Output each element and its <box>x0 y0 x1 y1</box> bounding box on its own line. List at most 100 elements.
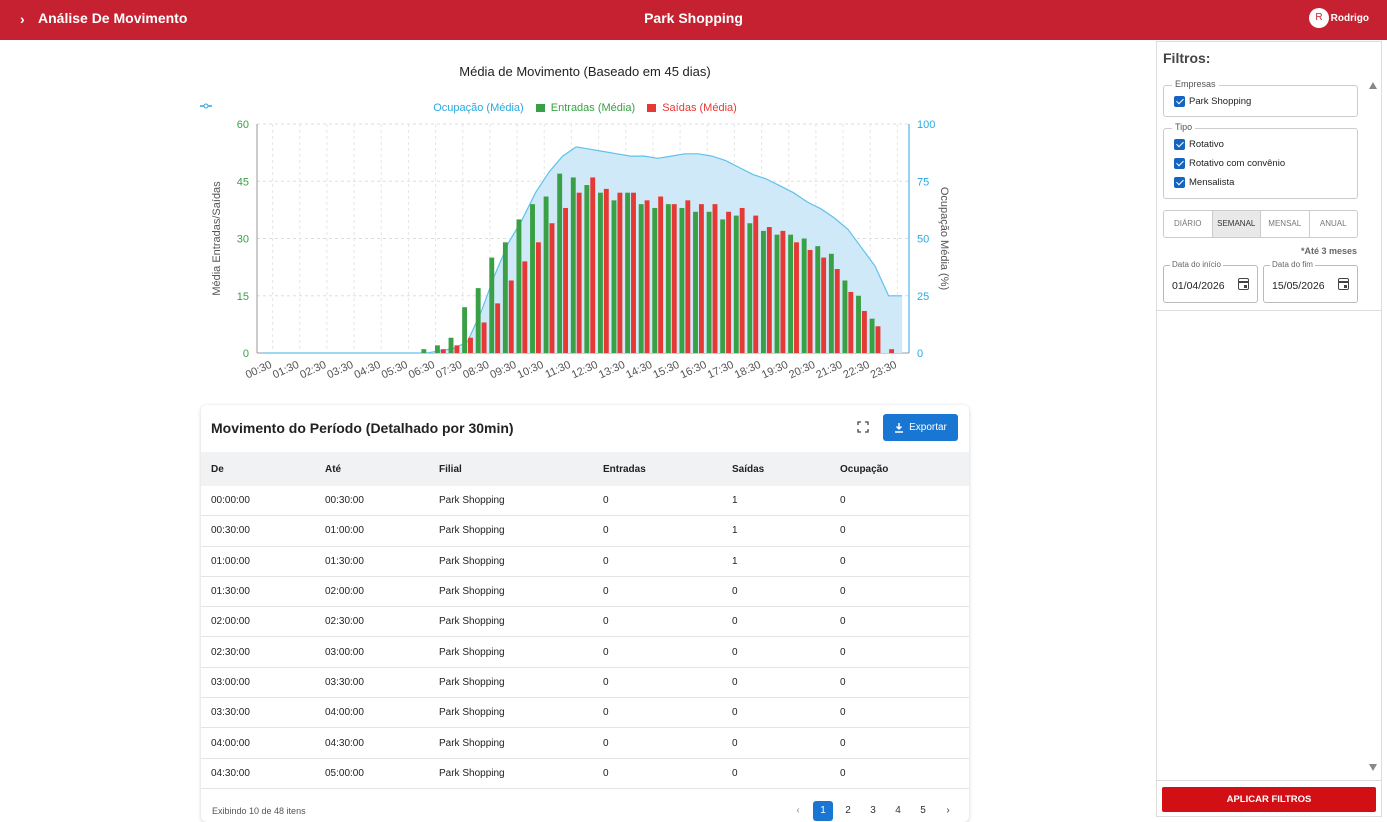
y-tick-label: 45 <box>237 176 249 188</box>
table-cell: 0 <box>732 737 738 749</box>
table-cell: 04:30:00 <box>211 767 250 779</box>
start-date-value[interactable]: 01/04/2026 <box>1172 280 1225 292</box>
table-row[interactable]: 04:30:00 05:00:00 Park Shopping 0 0 0 <box>201 759 969 789</box>
saidas-bar <box>766 227 772 353</box>
x-tick-label: 04:30 <box>352 359 382 382</box>
table-cell: 02:30:00 <box>211 646 250 658</box>
fullscreen-icon[interactable] <box>857 421 869 433</box>
user-name[interactable]: Rodrigo <box>1330 13 1369 24</box>
checkbox-label: Rotativo <box>1189 139 1224 150</box>
saidas-bar <box>712 204 718 353</box>
period-anual[interactable]: ANUAL <box>1319 219 1347 228</box>
table-cell: 02:00:00 <box>325 586 364 598</box>
scroll-down-arrow-icon[interactable] <box>1369 764 1377 771</box>
table-row[interactable]: 02:30:00 03:00:00 Park Shopping 0 0 0 <box>201 637 969 668</box>
pagination: ‹ 1 2 3 4 5 › <box>788 801 963 821</box>
table-row[interactable]: 01:30:00 02:00:00 Park Shopping 0 0 0 <box>201 577 969 608</box>
checkbox-rotativo-convenio[interactable]: Rotativo com convênio <box>1174 158 1285 169</box>
table-row[interactable]: 00:30:00 01:00:00 Park Shopping 0 1 0 <box>201 516 969 547</box>
chevron-right-icon[interactable]: › <box>20 11 25 27</box>
legend-entries[interactable]: Entradas (Média) <box>535 102 641 114</box>
checkbox-checked-icon <box>1174 158 1185 169</box>
page-button-4[interactable]: 4 <box>895 805 901 816</box>
col-header-de[interactable]: De <box>211 463 224 475</box>
col-header-entradas[interactable]: Entradas <box>603 463 646 475</box>
x-tick-label: 17:30 <box>706 359 736 382</box>
y2-tick-label: 75 <box>917 176 929 188</box>
period-mensal[interactable]: MENSAL <box>1261 211 1310 237</box>
scroll-up-arrow-icon[interactable] <box>1369 82 1377 89</box>
table-cell: Park Shopping <box>439 616 505 628</box>
saidas-bar <box>739 207 745 353</box>
saidas-bar <box>563 207 569 353</box>
legend-occupancy[interactable]: Ocupação (Média) <box>200 102 530 114</box>
col-header-ate[interactable]: Até <box>325 463 342 475</box>
avatar[interactable]: R <box>1309 8 1329 28</box>
table-cell: 04:30:00 <box>325 737 364 749</box>
checkbox-checked-icon <box>1174 139 1185 150</box>
checkbox-label: Rotativo com convênio <box>1189 158 1286 169</box>
end-date-field[interactable]: Data do fim 15/05/2026 <box>1263 260 1358 303</box>
page-title: Análise De Movimento <box>38 10 188 26</box>
table-cell: Park Shopping <box>439 586 505 598</box>
x-tick-label: 01:30 <box>271 359 301 382</box>
start-date-field[interactable]: Data do início 01/04/2026 <box>1163 260 1258 303</box>
entradas-bar <box>584 185 590 353</box>
table-cell: 0 <box>840 555 846 567</box>
col-header-ocupacao[interactable]: Ocupação <box>840 463 889 475</box>
table-row[interactable]: 01:00:00 01:30:00 Park Shopping 0 1 0 <box>201 547 969 577</box>
saidas-bar <box>535 242 541 353</box>
checkbox-checked-icon <box>1174 96 1185 107</box>
end-date-value[interactable]: 15/05/2026 <box>1272 280 1325 292</box>
table-row[interactable]: 03:30:00 04:00:00 Park Shopping 0 0 0 <box>201 698 969 729</box>
page-button-2[interactable]: 2 <box>845 805 851 816</box>
checkbox-checked-icon <box>1174 177 1185 188</box>
legend-entries-label: Entradas (Média) <box>550 102 636 114</box>
period-semanal[interactable]: SEMANAL <box>1212 211 1261 237</box>
table-cell: 03:00:00 <box>325 646 364 658</box>
table-cell: 0 <box>840 676 846 688</box>
calendar-icon[interactable] <box>1338 278 1349 290</box>
col-header-filial[interactable]: Filial <box>439 463 462 475</box>
table-row[interactable]: 00:00:00 00:30:00 Park Shopping 0 1 0 <box>201 486 969 517</box>
legend-entries-swatch <box>535 104 545 112</box>
table-cell: 04:00:00 <box>325 707 364 719</box>
page-button-3[interactable]: 3 <box>870 805 876 816</box>
y2-axis-title: Ocupação Média (%) <box>938 187 950 290</box>
table-row[interactable]: 02:00:00 02:30:00 Park Shopping 0 0 0 <box>201 607 969 638</box>
page-button-1[interactable]: 1 <box>813 801 833 821</box>
filters-panel: Filtros: Empresas Park Shopping Tipo Rot… <box>1156 41 1382 817</box>
checkbox-rotativo[interactable]: Rotativo <box>1174 139 1224 150</box>
col-header-saidas[interactable]: Saídas <box>732 463 765 475</box>
table-cell: 01:00:00 <box>325 525 364 537</box>
x-tick-label: 07:30 <box>434 359 464 382</box>
table-cell: 01:30:00 <box>325 555 364 567</box>
table-cell: 1 <box>732 495 738 507</box>
checkbox-park-shopping[interactable]: Park Shopping <box>1174 96 1251 107</box>
entradas-bar <box>516 219 522 353</box>
calendar-icon[interactable] <box>1238 278 1249 290</box>
apply-filters-button[interactable]: APLICAR FILTROS <box>1162 787 1376 812</box>
table-row[interactable]: 03:00:00 03:30:00 Park Shopping 0 0 0 <box>201 668 969 699</box>
period-diario[interactable]: DIÁRIO <box>1164 211 1213 237</box>
prev-page-button[interactable]: ‹ <box>796 805 800 816</box>
next-page-button[interactable]: › <box>946 805 950 816</box>
filters-title: Filtros: <box>1163 50 1211 66</box>
entradas-bar <box>693 211 698 353</box>
table-cell: 0 <box>603 555 609 567</box>
table-cell: Park Shopping <box>439 525 505 537</box>
checkbox-label: Park Shopping <box>1189 96 1252 107</box>
x-tick-label: 23:30 <box>869 359 899 382</box>
table-row[interactable]: 04:00:00 04:30:00 Park Shopping 0 0 0 <box>201 728 969 759</box>
export-button[interactable]: Exportar <box>883 414 958 441</box>
x-tick-label: 08:30 <box>461 359 491 382</box>
checkbox-mensalista[interactable]: Mensalista <box>1174 177 1234 188</box>
page-button-5[interactable]: 5 <box>920 805 926 816</box>
x-tick-label: 19:30 <box>760 359 790 382</box>
legend-exits[interactable]: Saídas (Média) <box>647 102 740 114</box>
period-note: *Até 3 meses <box>1300 246 1357 256</box>
table-cell: 01:30:00 <box>211 586 250 598</box>
entradas-bar <box>760 230 766 353</box>
saidas-bar <box>726 211 732 353</box>
empresas-label: Empresas <box>1172 79 1219 89</box>
